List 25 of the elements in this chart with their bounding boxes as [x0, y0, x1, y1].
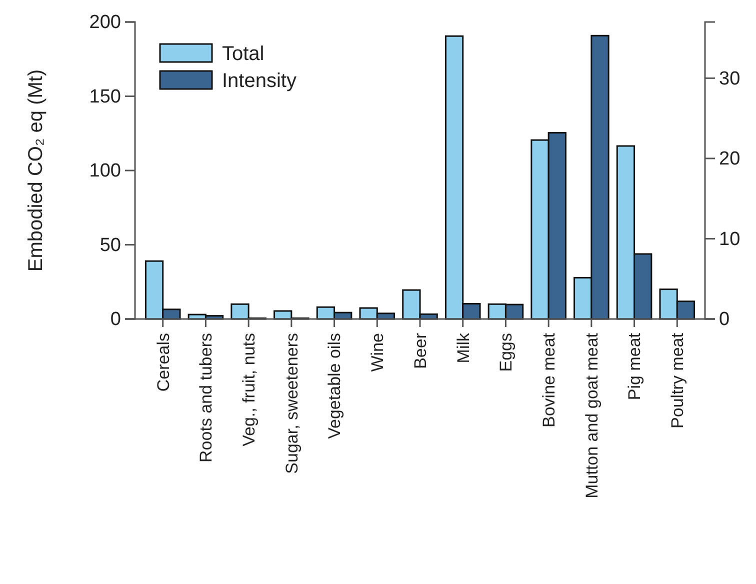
y2-tick-label: 20	[719, 148, 740, 170]
legend-label: Intensity	[222, 70, 296, 92]
y-tick-label: 200	[89, 12, 121, 34]
x-tick-label: Eggs	[496, 333, 516, 372]
x-tick-label: Pig meat	[625, 332, 644, 400]
x-tick-label: Milk	[454, 332, 473, 364]
x-tick-label: Cereals	[154, 333, 173, 392]
x-tick-label: Wine	[368, 333, 388, 372]
x-tick-label: Sugar, sweeteners	[282, 333, 302, 474]
x-tick-label: Poultry meat	[668, 332, 688, 428]
legend-label: Total	[222, 43, 264, 65]
y-tick-label: 50	[100, 234, 121, 256]
x-tick-label: Veg., fruit, nuts	[240, 333, 259, 446]
y-axis-title: Embodied CO₂ eq (Mt)	[25, 69, 47, 272]
y-tick-label: 150	[89, 86, 121, 108]
x-tick-label: Beer	[410, 332, 430, 369]
y-tick-label: 0	[110, 309, 121, 330]
y2-tick-label: 0	[719, 309, 730, 330]
x-tick-label: Vegetable oils	[325, 333, 344, 439]
y-tick-label: 100	[89, 160, 121, 182]
x-tick-label: Mutton and goat meat	[582, 332, 602, 498]
y2-tick-label: 10	[719, 228, 740, 250]
x-tick-label: Bovine meat	[540, 332, 559, 428]
y2-tick-label: 30	[719, 68, 740, 90]
x-tick-label: Roots and tubers	[196, 333, 216, 462]
